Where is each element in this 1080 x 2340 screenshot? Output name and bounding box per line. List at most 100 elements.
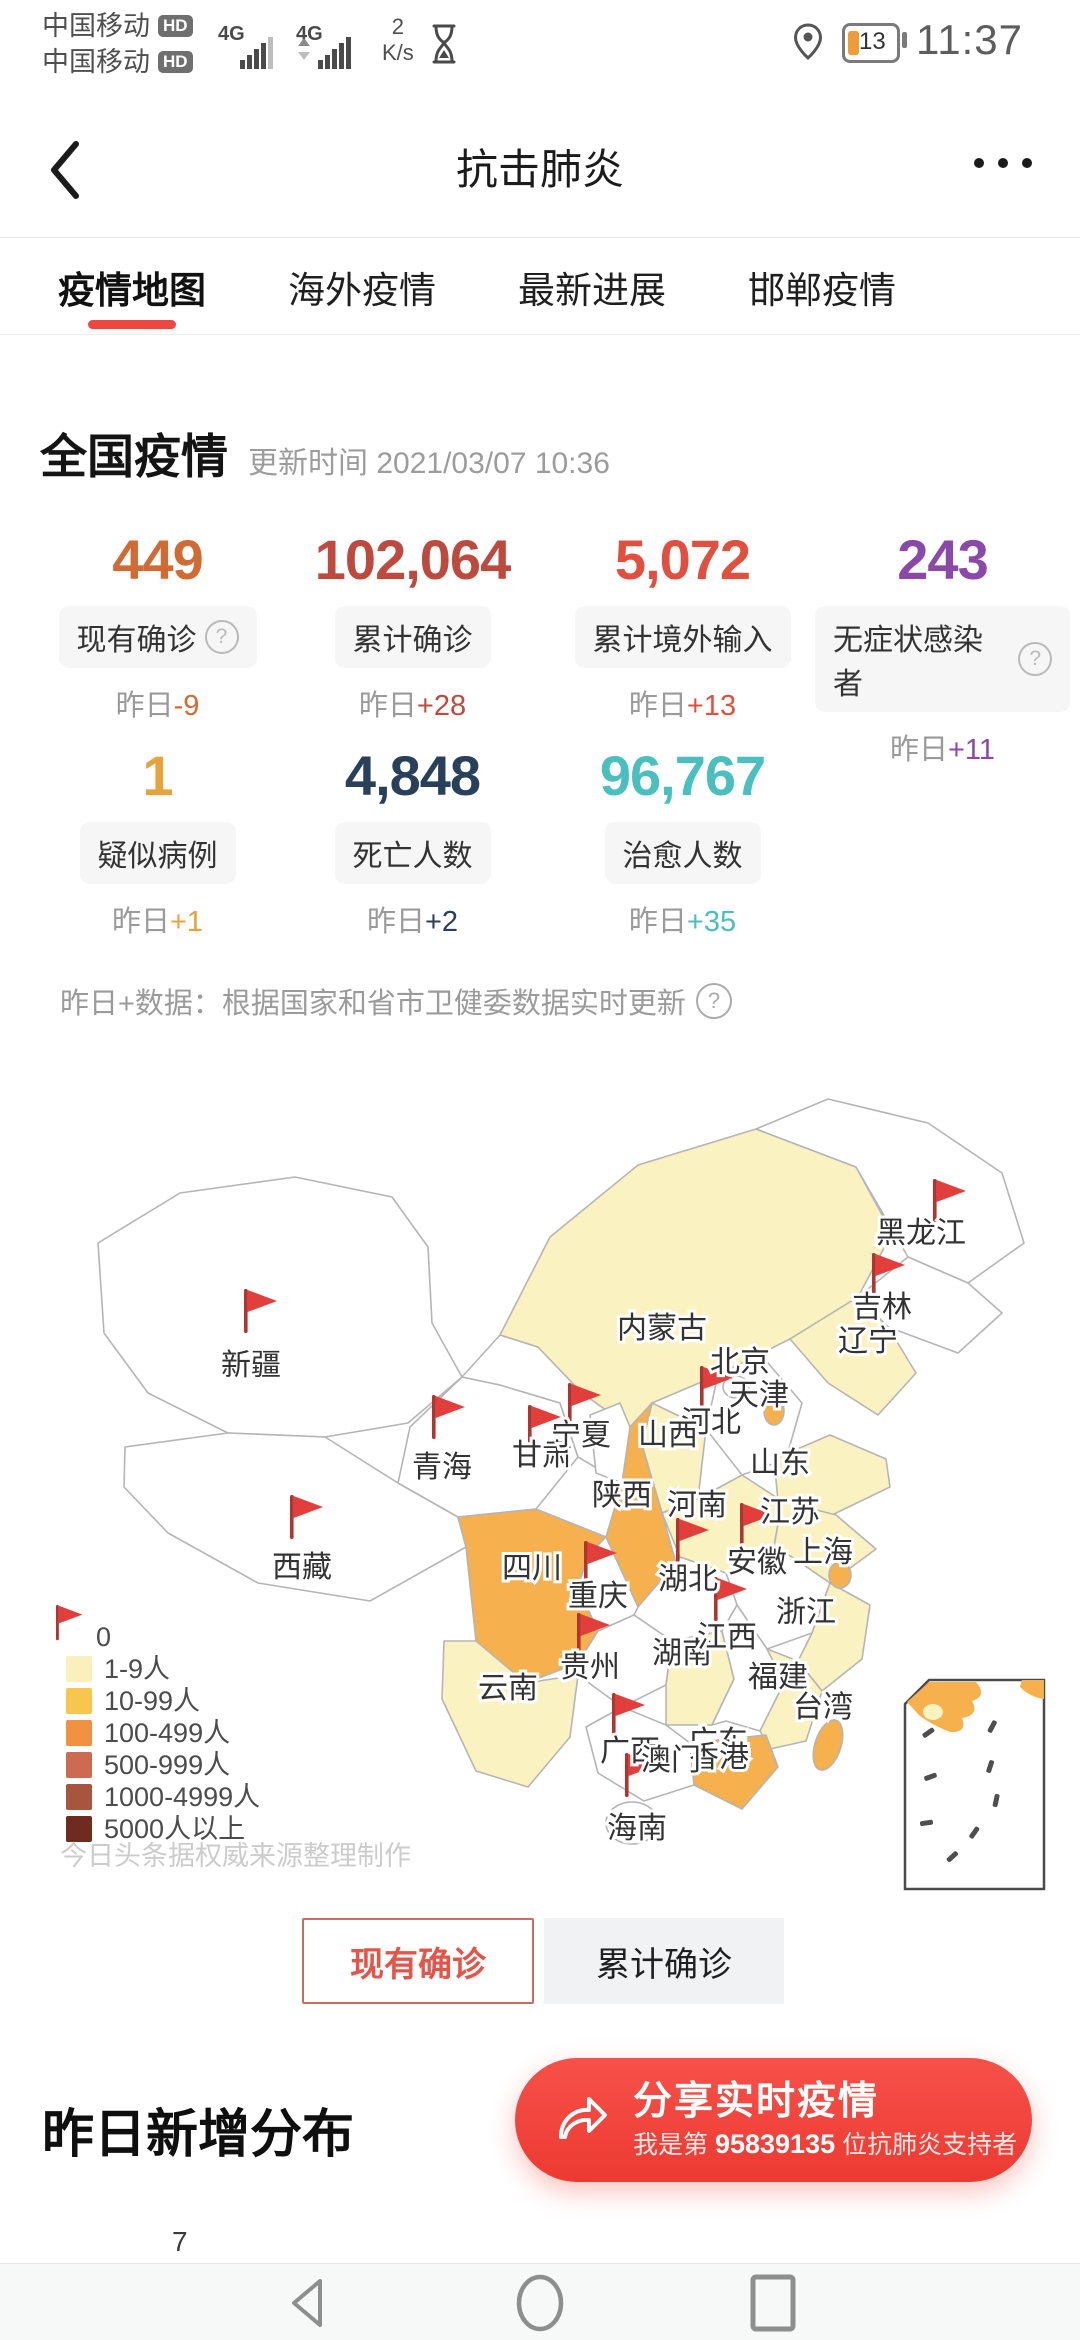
update-time: 更新时间 2021/03/07 10:36 [248,447,610,480]
province-label-tianjin: 天津 [729,1379,789,1412]
province-label-anhui: 安徽 [727,1546,787,1579]
province-label-jiangsu: 江苏 [760,1496,820,1529]
province-guizhou[interactable] [577,1614,673,1708]
stat-label-pill: 累计境外输入 [574,606,791,668]
legend-swatch [66,1688,92,1714]
map-legend: 01-9人10-99人100-499人500-999人1000-4999人500… [56,1605,260,1844]
stat-card-死亡人数: 4,848 死亡人数 昨日+2 [275,738,550,940]
province-label-yunnan: 云南 [478,1672,538,1705]
header: 抗击肺炎 [0,100,1080,238]
next-section-title: 昨日新增分布 [42,2106,355,2164]
toggle-cumulative-confirmed[interactable]: 累计确诊 [544,1918,784,2004]
stat-value: 1 [142,744,173,807]
more-menu-button[interactable] [974,158,1032,168]
network-speed: 2 K/s [382,14,414,65]
province-label-xizang: 西藏 [272,1551,332,1584]
province-label-guangxi: 广西 [600,1735,660,1768]
tab-epidemic-map[interactable]: 疫情地图 [58,240,206,335]
stat-label: 现有确诊 [76,624,197,657]
province-label-taiwan: 台湾 [793,1691,853,1724]
province-shanghai[interactable] [828,1561,852,1589]
nav-home-button[interactable] [514,2273,566,2333]
stats-row-2: 1 疑似病例 昨日+1 4,848 死亡人数 昨日+2 96,767 治愈人数 昨日+35 [40,738,815,940]
toggle-current-confirmed[interactable]: 现有确诊 [302,1918,534,2004]
back-button[interactable] [44,138,84,202]
legend-label: 500-999人 [104,1750,230,1780]
tab-latest-progress[interactable]: 最新进展 [518,270,666,311]
stat-delta: 昨日+11 [889,734,996,766]
province-liaoning[interactable] [789,1296,917,1416]
help-icon[interactable]: ? [204,620,239,654]
share-button[interactable]: 分享实时疫情 我是第 95839135 位抗肺炎支持者 [515,2058,1032,2182]
legend-label: 1-9人 [104,1654,170,1684]
stat-label-pill: 无症状感染者? [815,606,1070,712]
stat-delta: 昨日-9 [115,690,200,722]
province-label-shanxi: 山西 [638,1419,698,1452]
battery-fill [848,31,859,55]
nav-back-button[interactable] [284,2275,330,2331]
province-label-liaoning: 辽宁 [838,1325,898,1358]
province-guangdong[interactable] [689,1734,779,1810]
province-label-sichuan: 四川 [502,1552,562,1585]
share-title: 分享实时疫情 [633,2080,880,2124]
stat-delta: 昨日+35 [628,906,737,938]
svg-text:4G: 4G [296,23,323,45]
province-hongkong[interactable] [728,1748,740,1758]
nav-recents-button[interactable] [748,2273,798,2333]
province-label-zhejiang: 浙江 [776,1596,836,1629]
province-taiwan[interactable] [808,1716,849,1773]
stat-label: 无症状感染者 [833,624,983,701]
stat-card-现有确诊: 449 现有确诊? 昨日-9 [40,522,275,768]
stat-card-疑似病例: 1 疑似病例昨日+1 [40,738,275,940]
tab-handan[interactable]: 邯郸疫情 [748,270,896,311]
stat-card-累计境外输入: 5,072 累计境外输入昨日+13 [550,522,815,768]
province-heilongjiang[interactable] [755,1098,1025,1284]
province-label-guizhou: 贵州 [560,1651,620,1684]
province-label-jilin: 吉林 [852,1291,912,1324]
signal-bars-icon: 4G [218,23,273,69]
share-subtitle: 我是第 95839135 位抗肺炎支持者 [633,2128,1018,2159]
china-epidemic-map: 新疆 西藏 青海 甘肃 内蒙古 黑龙江 吉林 辽宁 河北 山西 山东 陕西 宁夏 河南 江苏 安徽 浙江 湖北 四川… [30,1085,1050,1930]
battery-nub [902,32,907,48]
status-bar: 中国移动 HD 中国移动 HD 4G 4G 2 K/s [0,0,1080,100]
tab-overseas[interactable]: 海外疫情 [288,270,436,311]
stat-card-累计确诊: 102,064 累计确诊 昨日+28 [275,522,550,768]
stat-label: 疑似病例 [97,840,218,873]
stat-label-pill: 治愈人数 [604,822,761,884]
province-label-beijing: 北京 [710,1346,770,1379]
stat-card-无症状感染者: 243 无症状感染者? 昨日+11 [815,522,1070,768]
province-fujian[interactable] [759,1648,823,1750]
province-label-guangdong: 广东 [688,1726,748,1759]
help-icon[interactable]: ? [1018,642,1052,676]
province-beijing[interactable] [722,1375,750,1399]
help-icon[interactable]: ? [695,983,732,1019]
province-ningxia[interactable] [589,1402,631,1484]
province-tianjin[interactable] [763,1396,785,1426]
stat-label-pill: 现有确诊? [58,606,257,668]
province-label-hongkong: 香港 [689,1741,749,1774]
battery-icon: 13 [842,23,900,63]
stat-delta: 昨日+13 [628,690,737,722]
province-macau[interactable] [693,1759,703,1767]
tab-bar: 疫情地图 海外疫情 最新进展 邯郸疫情 [0,240,1080,335]
section-title: 全国疫情 [40,430,228,483]
legend-label: 5000人以上 [104,1814,245,1844]
hourglass-icon [432,24,456,64]
province-label-heilongjiang: 黑龙江 [876,1217,966,1250]
province-hainan[interactable] [605,1801,659,1845]
province-label-henan: 河南 [667,1489,727,1522]
province-shapes[interactable] [97,1098,1025,1845]
south-china-sea-inset [903,1678,1046,1891]
province-xinjiang[interactable] [97,1176,463,1438]
stat-value: 5,072 [614,528,751,591]
legend-swatch [66,1656,92,1682]
legend-swatch [66,1720,92,1746]
signal-bars-icon: 4G [296,23,351,69]
stat-delta: 昨日+1 [111,906,204,938]
legend-label: 10-99人 [104,1686,200,1716]
province-label-hainan: 海南 [607,1812,667,1845]
legend-flag-icon [56,1605,83,1641]
battery-level: 13 [859,28,886,55]
province-yunnan[interactable] [441,1640,579,1788]
